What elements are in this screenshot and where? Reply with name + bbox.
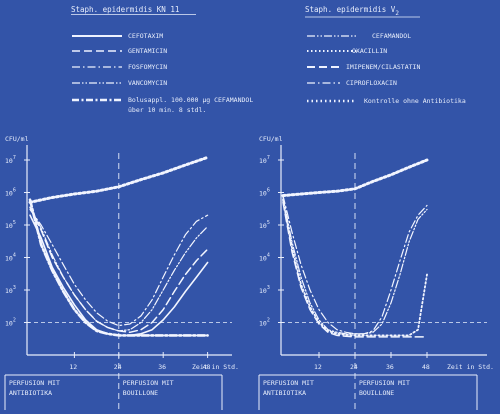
legend-item: CEFOTAXIM — [72, 32, 163, 40]
legend-item: GENTAMICIN — [72, 47, 167, 55]
legend-label: VANCOMYCIN — [128, 79, 167, 87]
y-tick-label: 103 — [5, 285, 16, 295]
y-tick-label: 107 — [259, 155, 270, 165]
x-tick-label: 36 — [386, 363, 394, 371]
series-line — [28, 155, 210, 204]
legend-item: Kontrolle ohne Antibiotika — [307, 97, 466, 105]
phase-label: PERFUSION MIT ANTIBIOTIKA — [263, 379, 314, 397]
x-tick-label: 36 — [158, 363, 166, 371]
series-line — [28, 198, 209, 337]
left-legend: CEFOTAXIM GENTAMICIN FOSFOMYCIN VANCOMYC… — [72, 32, 257, 114]
legend-label: CIPROFLOXACIN — [346, 79, 397, 87]
x-tick-label: 48 — [422, 363, 430, 371]
right-legend: CEFAMANDOL OXACILLIN IMIPENEM/CILASTATIN… — [307, 32, 466, 105]
phase-label: PERFUSION MIT BOUILLONE — [359, 379, 410, 397]
x-tick-label: 12 — [314, 363, 322, 371]
legend-item: CEFAMANDOL — [307, 32, 411, 40]
y-tick-label: 104 — [259, 253, 270, 263]
legend-item: OXACILLIN — [307, 47, 387, 55]
y-tick-label: 106 — [5, 188, 16, 198]
left-chart-title: Staph. epidermidis KN 11 — [71, 5, 179, 14]
y-tick-label: 107 — [5, 155, 16, 165]
phase-label: PERFUSION MIT ANTIBIOTIKA — [9, 379, 60, 397]
x-axis-label: Zeit in Std. — [192, 363, 239, 371]
legend-label: IMIPENEM/CILASTATIN — [346, 63, 420, 71]
y-tick-label: 103 — [259, 285, 270, 295]
legend-item: CIPROFLOXACIN — [307, 79, 397, 87]
legend-item: Bolusappl. 100.000 µg CEFAMANDOL über 10… — [72, 96, 257, 114]
right-chart-title: Staph. epidermidis V2 — [305, 5, 399, 17]
legend-item: FOSFOMYCIN — [72, 63, 167, 71]
phase-label: PERFUSION MIT BOUILLONE — [123, 379, 174, 397]
x-tick-label: 12 — [69, 363, 77, 371]
y-tick-label: 102 — [5, 318, 16, 328]
y-tick-label: 104 — [5, 253, 16, 263]
y-tick-label: 106 — [259, 188, 270, 198]
legend-label: GENTAMICIN — [128, 47, 167, 55]
x-tick-label: 24 — [114, 363, 122, 371]
x-axis-label: Zeit in Std. — [447, 363, 494, 371]
y-tick-label: 105 — [259, 220, 270, 230]
series-line — [29, 208, 209, 327]
legend-label: OXACILLIN — [352, 47, 387, 55]
legend-label: Bolusappl. 100.000 µg CEFAMANDOL über 10… — [128, 96, 257, 114]
y-tick-label: 105 — [5, 220, 16, 230]
x-tick-label: 24 — [350, 363, 358, 371]
x-tick-label: 48 — [203, 363, 211, 371]
legend-item: IMIPENEM/CILASTATIN — [307, 63, 420, 71]
legend-label: FOSFOMYCIN — [128, 63, 167, 71]
series-line — [282, 201, 428, 338]
y-tick-label: 102 — [259, 318, 270, 328]
legend-label: Kontrolle ohne Antibiotika — [364, 97, 466, 105]
y-axis-label: CFU/ml — [259, 135, 283, 143]
series-line — [282, 198, 428, 337]
legend-label: CEFOTAXIM — [128, 32, 163, 40]
legend-label: CEFAMANDOL — [372, 32, 411, 40]
series-line — [282, 196, 428, 335]
right-chart-panel: CFU/ml 102 103 104 105 106 107 12 24 36 48 Zeit in … — [258, 135, 494, 410]
series-line — [281, 158, 429, 198]
series-line — [29, 206, 209, 332]
legend-item: VANCOMYCIN — [72, 79, 167, 87]
y-axis-label: CFU/ml — [5, 135, 29, 143]
series-line — [282, 195, 428, 335]
